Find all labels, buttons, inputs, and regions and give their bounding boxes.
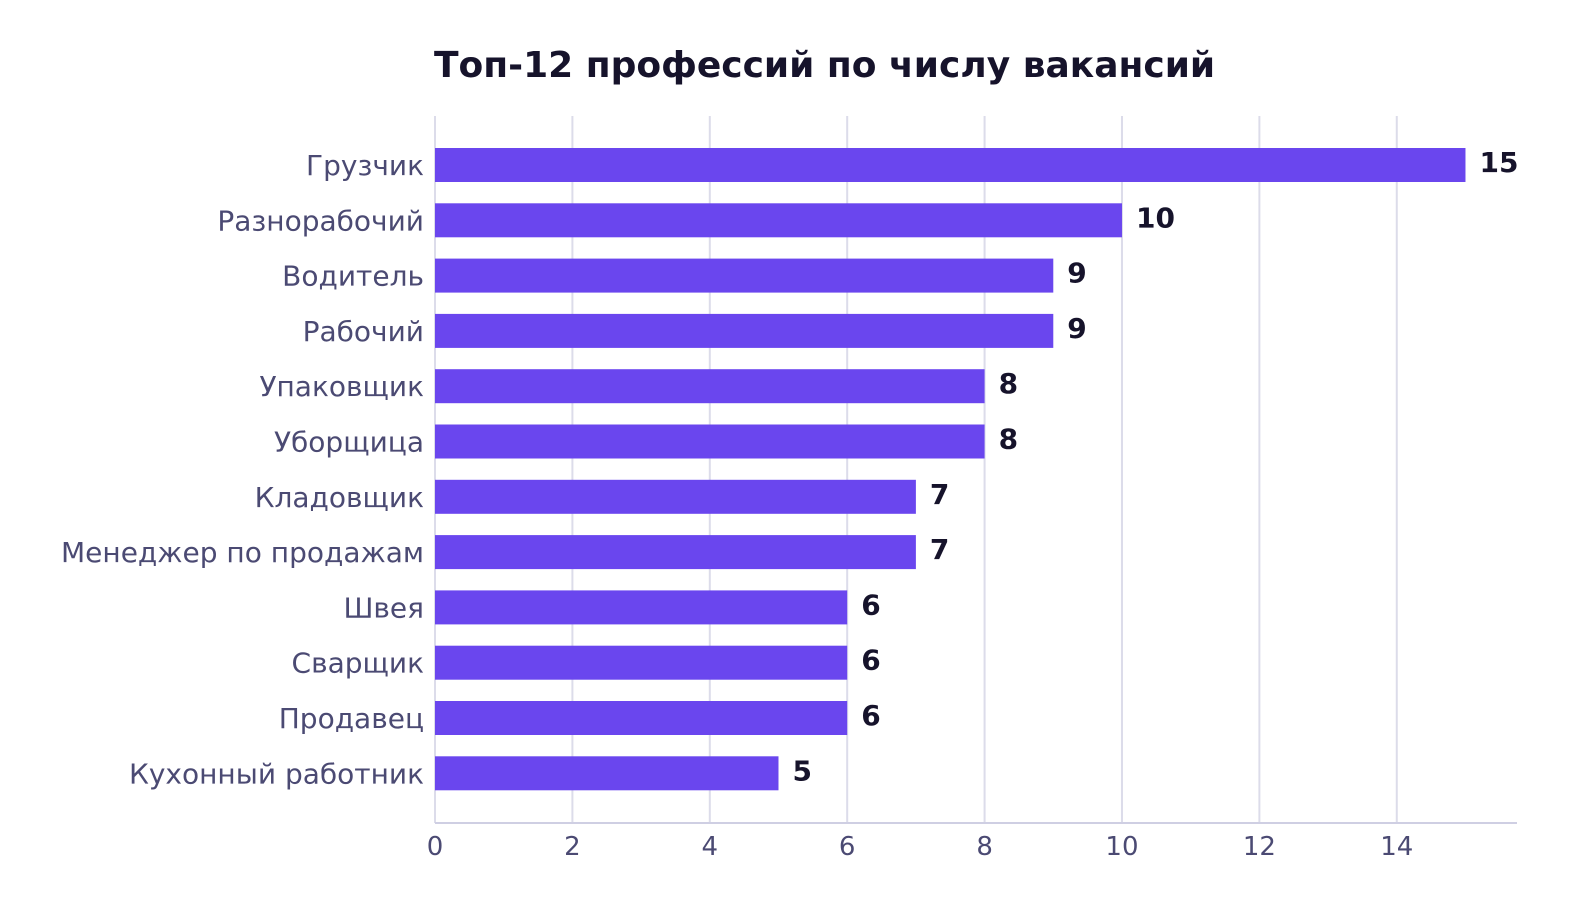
category-label: Водитель [282,260,424,293]
category-label: Разнорабочий [217,204,424,237]
category-label: Грузчик [306,149,424,182]
category-label: Уборщица [274,426,424,459]
category-label: Сварщик [292,647,424,680]
x-tick-label: 8 [976,832,993,862]
category-label: Упаковщик [259,370,424,403]
category-label: Кладовщик [255,481,424,514]
x-tick-label: 12 [1243,832,1276,862]
bar [435,424,985,459]
value-labels: 15 10 9 9 8 8 7 7 6 6 6 5 [792,146,1518,787]
bar [435,258,1054,293]
bar [435,701,848,735]
category-label: Менеджер по продажам [61,536,424,569]
x-tick-label: 4 [702,832,719,862]
bar [435,590,848,625]
bar [435,479,916,514]
data-label: 6 [861,588,880,621]
data-label: 8 [999,367,1018,400]
bar [435,203,1122,238]
bars [435,148,1466,791]
x-tick-label: 10 [1105,832,1138,862]
category-label: Швея [343,591,424,624]
category-label: Кухонный работник [129,757,424,790]
x-tick-label: 2 [564,832,581,862]
x-tick-label: 6 [839,832,856,862]
bar [435,756,779,791]
bar [435,645,848,680]
data-label: 7 [930,478,949,511]
data-label: 8 [999,423,1018,456]
category-label: Рабочий [303,315,424,348]
category-label: Продавец [279,702,424,735]
data-label: 5 [792,754,811,787]
data-label: 6 [861,644,880,677]
bar [435,313,1054,348]
bar [435,148,1466,182]
x-tick-label: 14 [1380,832,1413,862]
category-labels: Грузчик Разнорабочий Водитель Рабочий Упаков… [61,149,424,790]
data-label: 9 [1067,312,1086,345]
x-tick-label: 0 [427,832,444,862]
data-label: 9 [1067,257,1086,290]
bar [435,535,916,570]
x-axis: 0 2 4 6 8 10 12 14 [427,822,1517,862]
data-label: 15 [1479,146,1518,179]
chart-title: Топ-12 профессий по числу вакансий [434,45,1215,86]
data-label: 7 [930,533,949,566]
bar [435,369,985,404]
data-label: 10 [1136,201,1175,234]
data-label: 6 [861,699,880,732]
